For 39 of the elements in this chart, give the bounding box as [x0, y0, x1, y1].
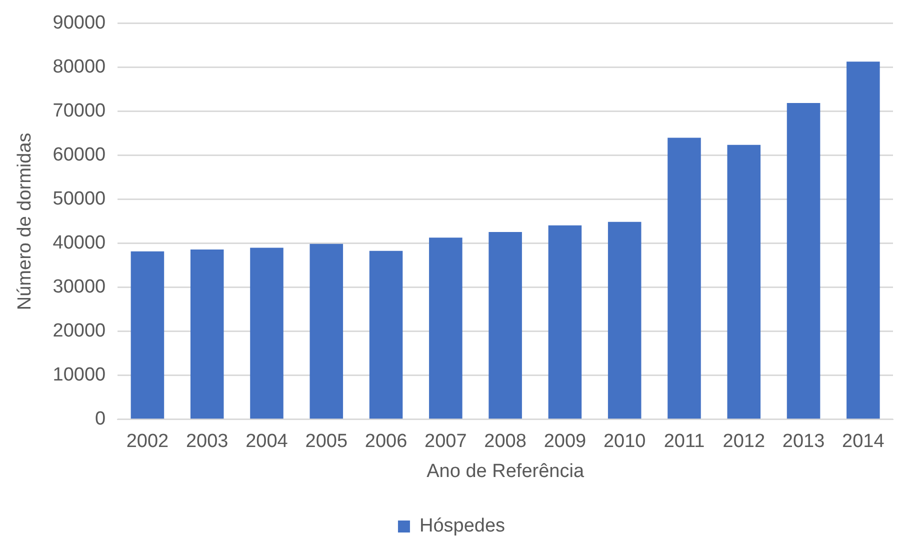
y-tick-label: 40000 — [52, 232, 106, 254]
x-tick-label: 2009 — [544, 431, 586, 452]
bar — [727, 144, 761, 419]
x-tick-label: 2008 — [484, 431, 526, 452]
bar — [608, 222, 642, 419]
legend-label: Hóspedes — [419, 516, 506, 537]
x-tick-label: 2010 — [603, 431, 646, 452]
y-axis-title: Número de dormidas — [14, 132, 36, 310]
bar — [190, 250, 224, 419]
y-tick-label: 50000 — [52, 188, 106, 210]
x-tick-label: 2005 — [305, 431, 348, 452]
y-tick-label: 30000 — [52, 276, 106, 298]
x-tick-label: 2006 — [364, 431, 408, 452]
bar — [250, 248, 284, 419]
x-tick-label: 2012 — [722, 431, 766, 452]
bar — [846, 62, 880, 419]
y-tick-label: 90000 — [52, 12, 106, 34]
x-tick-label: 2004 — [246, 431, 288, 452]
y-tick-label: 0 — [95, 408, 106, 430]
x-tick-label: 2002 — [126, 431, 169, 452]
x-tick-label: 2007 — [424, 431, 467, 452]
bar — [369, 250, 403, 419]
bar — [786, 103, 820, 419]
x-tick-label: 2011 — [664, 431, 705, 452]
bar — [488, 232, 522, 419]
y-tick-label: 80000 — [52, 56, 106, 78]
bar — [548, 225, 582, 419]
x-axis-title: Ano de Referência — [426, 460, 584, 482]
bar — [429, 238, 462, 419]
y-tick-label: 70000 — [52, 100, 106, 122]
y-tick-label: 60000 — [52, 144, 106, 166]
bar — [130, 251, 164, 419]
x-tick-label: 2013 — [782, 431, 825, 452]
y-tick-label: 20000 — [52, 320, 106, 342]
x-tick-label: 2014 — [842, 431, 885, 452]
x-tick-label: 2003 — [186, 431, 228, 452]
bar — [310, 244, 344, 419]
y-tick-label: 10000 — [52, 364, 106, 386]
bar — [668, 138, 701, 419]
